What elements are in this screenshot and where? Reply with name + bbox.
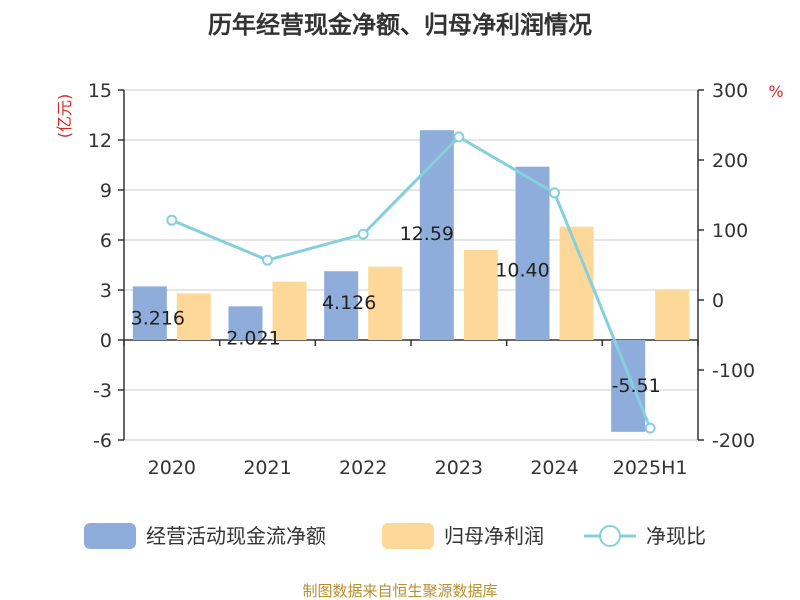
y-left-tick-label: 15 (88, 80, 112, 102)
x-tick-label: 2021 (243, 457, 291, 479)
bar (611, 340, 646, 432)
data-label: 3.216 (131, 307, 185, 329)
legend-label: 归母净利润 (444, 524, 544, 548)
legend-swatch (84, 523, 136, 549)
ratio-point (453, 131, 465, 143)
y-right-tick-label: 200 (712, 150, 748, 172)
legend-label: 经营活动现金流净额 (146, 524, 326, 548)
ratio-point (166, 214, 178, 226)
axes: -6 -3 0 3 6 9 12 15 -200 -100 0 100 200 300 2020 2021 20… (55, 80, 784, 479)
y-right-tick-label: -100 (712, 360, 755, 382)
bars (132, 130, 690, 432)
y-left-tick-label: 9 (100, 180, 112, 202)
y-left-tick-label: 6 (100, 230, 112, 252)
bar (515, 166, 550, 340)
data-label: 4.126 (322, 292, 376, 314)
bar (368, 266, 403, 340)
y-right-tick-label: 100 (712, 220, 748, 242)
bar (228, 306, 263, 340)
source-note: 制图数据来自恒生聚源数据库 (302, 582, 497, 600)
ratio-point (644, 422, 656, 434)
y-left-tick-label: 12 (88, 130, 112, 152)
y-left-tick-label: 0 (100, 330, 112, 352)
data-label: 12.59 (400, 223, 454, 245)
chart-title: 历年经营现金净额、归母净利润情况 (208, 11, 592, 39)
y-left-tick-label: -3 (93, 380, 112, 402)
data-label: 2.021 (226, 327, 280, 349)
legend-label: 净现比 (646, 524, 706, 548)
x-tick-label: 2025H1 (613, 457, 688, 479)
bar (132, 286, 167, 340)
legend-marker (599, 525, 621, 547)
bar (272, 281, 307, 340)
bar (419, 130, 454, 340)
legend: 经营活动现金流净额 归母净利润 净现比 (84, 523, 706, 549)
y-left-unit: (亿元) (55, 94, 74, 139)
y-left-tick-label: -6 (93, 430, 112, 452)
ratio-point (549, 187, 560, 199)
bar (324, 271, 359, 340)
legend-swatch (382, 523, 434, 549)
y-right-tick-label: -200 (712, 430, 755, 452)
bar (176, 293, 211, 340)
ratio-line-path (171, 135, 652, 429)
ratio-point (262, 254, 273, 266)
data-label: -5.51 (612, 375, 661, 397)
y-right-unit: % (768, 82, 783, 101)
ratio-point (357, 228, 369, 240)
ratio-line (166, 131, 656, 434)
y-right-tick-label: 0 (712, 290, 724, 312)
x-tick-label: 2020 (148, 457, 196, 479)
y-left-tick-label: 3 (100, 280, 112, 302)
x-tick-label: 2023 (435, 457, 483, 479)
bar (655, 290, 690, 340)
data-label: 10.40 (495, 260, 549, 282)
y-right-tick-label: 300 (712, 80, 748, 102)
data-labels: 3.216 2.021 4.126 12.59 10.40 -5.51 (131, 223, 661, 397)
x-tick-label: 2024 (530, 457, 578, 479)
bar (463, 250, 498, 340)
x-tick-label: 2022 (339, 457, 387, 479)
